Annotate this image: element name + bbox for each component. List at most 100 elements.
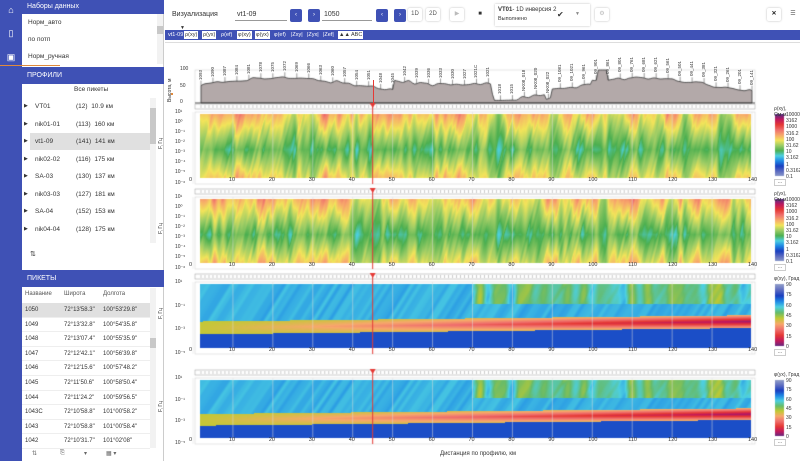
picket-lon: 100°54'35.8" bbox=[103, 321, 138, 328]
main-area: Визуализация ▼ vt1-09 ‹ › 1050 ‹ › 1D 2D… bbox=[165, 0, 800, 461]
document-icon[interactable]: ▣ bbox=[6, 52, 16, 62]
dataset-item[interactable]: Норм_авто bbox=[28, 19, 62, 26]
expand-arrow-icon[interactable]: ▶ bbox=[24, 138, 28, 144]
tools-button[interactable]: ✕ bbox=[767, 8, 781, 21]
profile-length: 175 км bbox=[94, 225, 115, 233]
prev-profile-button[interactable]: ‹ bbox=[290, 9, 302, 22]
picket-row[interactable]: 1043 72°10'58.8" 101°00'58.4" bbox=[22, 420, 150, 435]
2d-button[interactable]: 2D bbox=[426, 8, 440, 21]
profile-name: SA-04 bbox=[35, 208, 54, 215]
columns-icon[interactable]: ▦ ▾ bbox=[106, 451, 117, 457]
picket-row[interactable]: 1044 72°11'24.2" 100°59'56.5" bbox=[22, 391, 150, 406]
profile-name: nik04-04 bbox=[35, 225, 60, 233]
chevron-down-icon[interactable]: ▼ bbox=[575, 11, 580, 17]
mode-select[interactable]: Визуализация ▼ bbox=[172, 11, 218, 31]
picket-row[interactable]: 1049 72°13'32.8" 100°54'35.8" bbox=[22, 318, 150, 333]
profile-row[interactable]: ▶ SA-04 (152) 153 км bbox=[22, 203, 150, 220]
mode-value: Визуализация bbox=[172, 11, 218, 18]
sort-icon[interactable]: ⇅ bbox=[32, 451, 38, 457]
stop-button[interactable]: ■ bbox=[478, 11, 482, 17]
profile-name: VT01 bbox=[35, 103, 51, 110]
tab-2[interactable]: ρ(yx) bbox=[202, 31, 217, 39]
profile-name: vt1-09 bbox=[35, 138, 54, 145]
datasets-header: Наборы данных bbox=[22, 0, 164, 14]
copy-icon[interactable]: ⎘ bbox=[60, 450, 65, 456]
tab-4[interactable]: φ(xy) bbox=[237, 31, 252, 39]
play-button[interactable]: ▶ bbox=[450, 8, 464, 21]
profile-row[interactable]: ▶ nik01-01 (113) 160 км bbox=[22, 116, 150, 133]
all-pickets-label[interactable]: Все пикеты bbox=[74, 86, 109, 93]
expand-arrow-icon[interactable]: ▶ bbox=[24, 155, 28, 162]
profile-row[interactable]: ▶ nik03-03 (127) 181 км bbox=[22, 186, 150, 203]
layout-button[interactable]: ☰ bbox=[790, 11, 796, 17]
tab-10[interactable]: ▲▲ bbox=[338, 31, 351, 39]
sort-icon[interactable]: ⇅ bbox=[30, 251, 36, 258]
picket-name: 1043C bbox=[25, 409, 43, 416]
tab-0[interactable]: vt1-09 bbox=[168, 32, 184, 38]
col-name[interactable]: Название bbox=[25, 291, 52, 297]
settings-button[interactable]: ⚙ bbox=[595, 8, 609, 21]
profile-row[interactable]: ▶ SA-03 (130) 137 км bbox=[22, 168, 150, 185]
profile-count: (130) bbox=[76, 173, 92, 180]
datasets-scrollbar[interactable] bbox=[157, 14, 163, 64]
picket-name: 1043 bbox=[25, 423, 39, 430]
profiles-scrollbar[interactable] bbox=[150, 98, 156, 243]
tab-11[interactable]: ABC bbox=[350, 31, 364, 39]
profile-input[interactable]: vt1-09 bbox=[235, 8, 287, 21]
prev-picket-button[interactable]: ‹ bbox=[376, 9, 388, 22]
picket-row[interactable]: 1046 72°12'15.6" 100°57'48.2" bbox=[22, 361, 150, 376]
pickets-scrollbar[interactable] bbox=[150, 288, 156, 448]
expand-arrow-icon[interactable]: ▶ bbox=[24, 173, 28, 179]
picket-name: 1047 bbox=[25, 350, 39, 357]
picket-row[interactable]: 1045 72°11'50.6" 100°58'50.4" bbox=[22, 376, 150, 391]
tab-7[interactable]: |Zxy| bbox=[291, 32, 303, 38]
tab-3[interactable]: ρ(ef) bbox=[221, 32, 233, 38]
profile-length: 141 км bbox=[94, 138, 115, 145]
profile-count: (116) bbox=[76, 155, 91, 163]
picket-row[interactable]: 1042 72°10'31.7" 101°02'08" bbox=[22, 434, 150, 449]
map-icon[interactable]: ▯ bbox=[8, 28, 14, 38]
profile-count: (152) bbox=[76, 208, 92, 215]
col-lat[interactable]: Широта bbox=[64, 291, 86, 297]
picket-lon: 101°02'08" bbox=[103, 438, 133, 445]
picket-lon: 100°56'39.8" bbox=[103, 350, 138, 357]
left-panel: Наборы данных Норм_авто по потп Норм_руч… bbox=[0, 0, 164, 461]
expand-arrow-icon[interactable]: ▶ bbox=[24, 120, 28, 127]
picket-input[interactable]: 1050 bbox=[322, 8, 372, 21]
profile-count: (12) bbox=[76, 103, 88, 110]
col-lon[interactable]: Долгота bbox=[103, 291, 126, 297]
expand-arrow-icon[interactable]: ▶ bbox=[24, 225, 28, 232]
profile-row[interactable]: ▶ nik02-02 (116) 175 км bbox=[22, 151, 150, 168]
expand-arrow-icon[interactable]: ▶ bbox=[24, 208, 28, 214]
tab-6[interactable]: φ(ef) bbox=[274, 32, 286, 38]
picket-lon: 101°00'58.4" bbox=[103, 423, 138, 430]
picket-lat: 72°13'58.3" bbox=[64, 307, 95, 313]
profile-row[interactable]: ▶ nik04-04 (128) 175 км bbox=[22, 221, 150, 238]
picket-row[interactable]: 1050 72°13'58.3" 100°53'29.8" bbox=[22, 303, 150, 318]
picket-lon: 101°00'58.2" bbox=[103, 409, 138, 416]
next-picket-button[interactable]: › bbox=[394, 9, 406, 22]
profile-length: 175 км bbox=[94, 155, 115, 163]
tab-bar: vt1-09 ρ(xy) ρ(yx) ρ(ef) φ(xy) φ(yx) φ(ef) |Zxy… bbox=[165, 30, 800, 40]
dataset-item[interactable]: Норм_ручная bbox=[28, 53, 69, 60]
profile-name: nik02-02 bbox=[35, 155, 60, 163]
picket-row[interactable]: 1048 72°13'07.4" 100°55'35.9" bbox=[22, 332, 150, 347]
picket-lat: 72°10'31.7" bbox=[64, 438, 95, 445]
home-icon[interactable]: ⌂ bbox=[8, 5, 14, 15]
dataset-item[interactable]: по потп bbox=[28, 36, 51, 43]
next-profile-button[interactable]: › bbox=[308, 9, 320, 22]
profile-row[interactable]: ▶ vt1-09 (141) 141 км bbox=[24, 133, 150, 150]
picket-row[interactable]: 1043C 72°10'58.8" 101°00'58.2" bbox=[22, 405, 150, 420]
expand-arrow-icon[interactable]: ▶ bbox=[24, 103, 28, 109]
filter-icon[interactable]: ▾ bbox=[84, 451, 88, 457]
picket-lon: 100°57'48.2" bbox=[103, 365, 138, 372]
tab-8[interactable]: |Zyx| bbox=[307, 32, 319, 38]
profile-row[interactable]: ▶ VT01 (12) 10.9 км bbox=[22, 98, 150, 115]
tab-9[interactable]: |Zef| bbox=[323, 32, 334, 38]
tab-5[interactable]: φ(yx) bbox=[255, 31, 270, 39]
expand-arrow-icon[interactable]: ▶ bbox=[24, 190, 28, 197]
picket-row[interactable]: 1047 72°12'42.1" 100°56'39.8" bbox=[22, 347, 150, 362]
1d-button[interactable]: 1D bbox=[408, 8, 422, 21]
status-box[interactable]: VT01- 1D инверсия 2 Выполнено ✔ ▼ bbox=[495, 4, 590, 26]
tab-1[interactable]: ρ(xy) bbox=[184, 31, 199, 39]
